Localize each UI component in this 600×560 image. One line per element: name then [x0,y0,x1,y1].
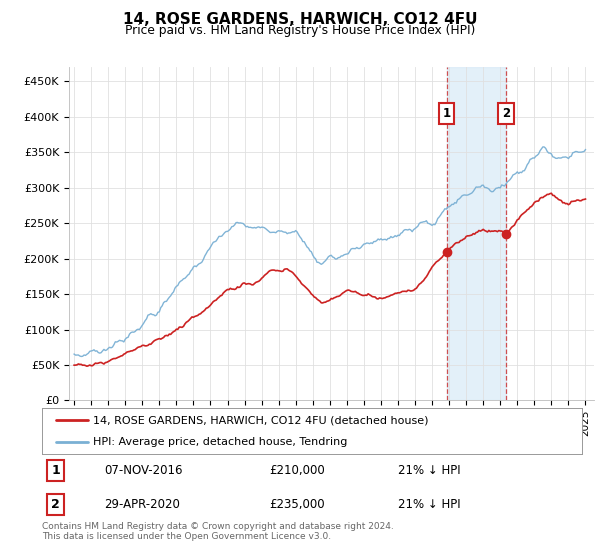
Text: 29-APR-2020: 29-APR-2020 [104,498,180,511]
Text: £235,000: £235,000 [269,498,325,511]
Text: 14, ROSE GARDENS, HARWICH, CO12 4FU (detached house): 14, ROSE GARDENS, HARWICH, CO12 4FU (det… [94,415,429,425]
Text: 1: 1 [51,464,60,477]
Text: 2: 2 [502,107,510,120]
Text: 14, ROSE GARDENS, HARWICH, CO12 4FU: 14, ROSE GARDENS, HARWICH, CO12 4FU [123,12,477,27]
Bar [446,67,506,400]
Text: Contains HM Land Registry data © Crown copyright and database right 2024.
This d: Contains HM Land Registry data © Crown c… [42,522,394,542]
Text: 2: 2 [51,498,60,511]
Text: £210,000: £210,000 [269,464,325,477]
Text: HPI: Average price, detached house, Tendring: HPI: Average price, detached house, Tend… [94,437,347,447]
Text: 21% ↓ HPI: 21% ↓ HPI [398,498,461,511]
Text: 21% ↓ HPI: 21% ↓ HPI [398,464,461,477]
Text: 1: 1 [442,107,451,120]
Text: 07-NOV-2016: 07-NOV-2016 [104,464,182,477]
Text: Price paid vs. HM Land Registry's House Price Index (HPI): Price paid vs. HM Land Registry's House … [125,24,475,36]
